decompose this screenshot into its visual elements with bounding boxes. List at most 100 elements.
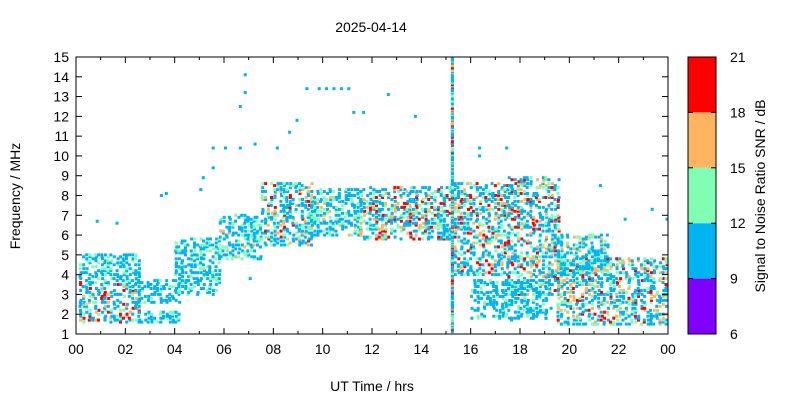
data-point	[298, 186, 302, 190]
data-point	[453, 217, 457, 221]
data-point	[560, 249, 564, 253]
data-point	[112, 277, 116, 281]
data-point	[399, 194, 403, 197]
data-point	[636, 257, 640, 261]
data-point	[331, 221, 335, 225]
data-point	[544, 247, 548, 251]
data-point	[556, 310, 560, 314]
data-point	[103, 292, 107, 296]
data-point	[538, 283, 542, 286]
data-point	[473, 298, 477, 302]
data-point	[534, 275, 538, 279]
data-point	[199, 251, 203, 255]
data-point	[494, 273, 498, 277]
data-point	[310, 221, 314, 225]
data-point	[505, 249, 509, 253]
data-point	[576, 300, 579, 304]
data-point	[520, 184, 524, 188]
data-point	[390, 227, 394, 231]
data-point	[325, 198, 329, 201]
data-point	[366, 237, 370, 241]
data-point	[603, 259, 607, 263]
data-point	[180, 251, 184, 255]
data-point	[511, 201, 515, 205]
data-point	[544, 209, 548, 213]
data-point	[481, 192, 485, 195]
data-point	[329, 219, 333, 223]
data-point	[621, 300, 625, 304]
data-point	[587, 314, 591, 318]
data-point	[415, 194, 419, 197]
data-point	[273, 217, 277, 221]
data-point	[109, 261, 113, 265]
data-point	[454, 231, 458, 235]
data-point	[510, 318, 514, 322]
data-point	[175, 261, 178, 265]
data-point	[593, 290, 597, 294]
data-point	[520, 199, 523, 203]
data-point	[217, 237, 221, 241]
data-point	[637, 271, 641, 275]
data-point	[520, 298, 524, 302]
data-point	[270, 211, 274, 215]
data-point	[459, 192, 463, 195]
data-point	[569, 304, 573, 308]
data-point	[436, 223, 440, 227]
data-point	[554, 243, 558, 247]
data-point	[494, 213, 498, 217]
data-point	[294, 221, 298, 225]
data-point	[548, 263, 551, 267]
data-point	[402, 215, 406, 219]
data-point	[556, 203, 560, 207]
data-point	[472, 251, 476, 255]
data-point	[603, 257, 607, 261]
data-point	[548, 249, 552, 253]
data-point	[612, 281, 616, 285]
data-point	[255, 219, 259, 223]
data-point	[576, 263, 579, 267]
data-point	[127, 263, 131, 267]
data-point	[418, 223, 422, 227]
data-point	[130, 279, 134, 283]
data-point	[106, 281, 110, 285]
data-point	[516, 225, 520, 229]
data-point	[250, 247, 254, 251]
x-axis-label: UT Time / hrs	[330, 378, 414, 394]
data-point	[424, 221, 428, 225]
data-point	[412, 237, 416, 241]
data-point	[442, 231, 446, 235]
data-point	[297, 203, 301, 207]
data-point	[495, 292, 499, 296]
data-point	[591, 306, 594, 310]
data-point	[450, 272, 454, 275]
data-point	[538, 249, 542, 253]
data-point	[565, 281, 569, 285]
data-point	[563, 253, 567, 257]
data-point	[649, 308, 652, 312]
data-point	[375, 217, 379, 221]
data-point	[596, 259, 600, 263]
data-point	[547, 267, 551, 271]
data-point	[304, 241, 308, 245]
data-point	[408, 223, 412, 227]
data-point	[384, 231, 388, 235]
data-point	[356, 217, 360, 221]
data-point	[621, 259, 625, 263]
data-point	[517, 310, 521, 314]
data-point	[175, 316, 179, 320]
data-point	[285, 219, 289, 223]
data-point	[615, 265, 619, 269]
data-point	[609, 296, 613, 300]
data-point	[310, 243, 313, 247]
data-point	[550, 292, 554, 296]
data-point	[646, 273, 650, 277]
data-point	[427, 225, 431, 229]
data-point	[225, 249, 229, 253]
data-point	[218, 235, 222, 239]
data-point	[147, 316, 151, 320]
data-point	[374, 233, 378, 237]
data-point	[174, 249, 178, 253]
x-tick-label: 10	[315, 341, 331, 357]
data-point	[307, 231, 311, 235]
data-point	[234, 219, 237, 223]
